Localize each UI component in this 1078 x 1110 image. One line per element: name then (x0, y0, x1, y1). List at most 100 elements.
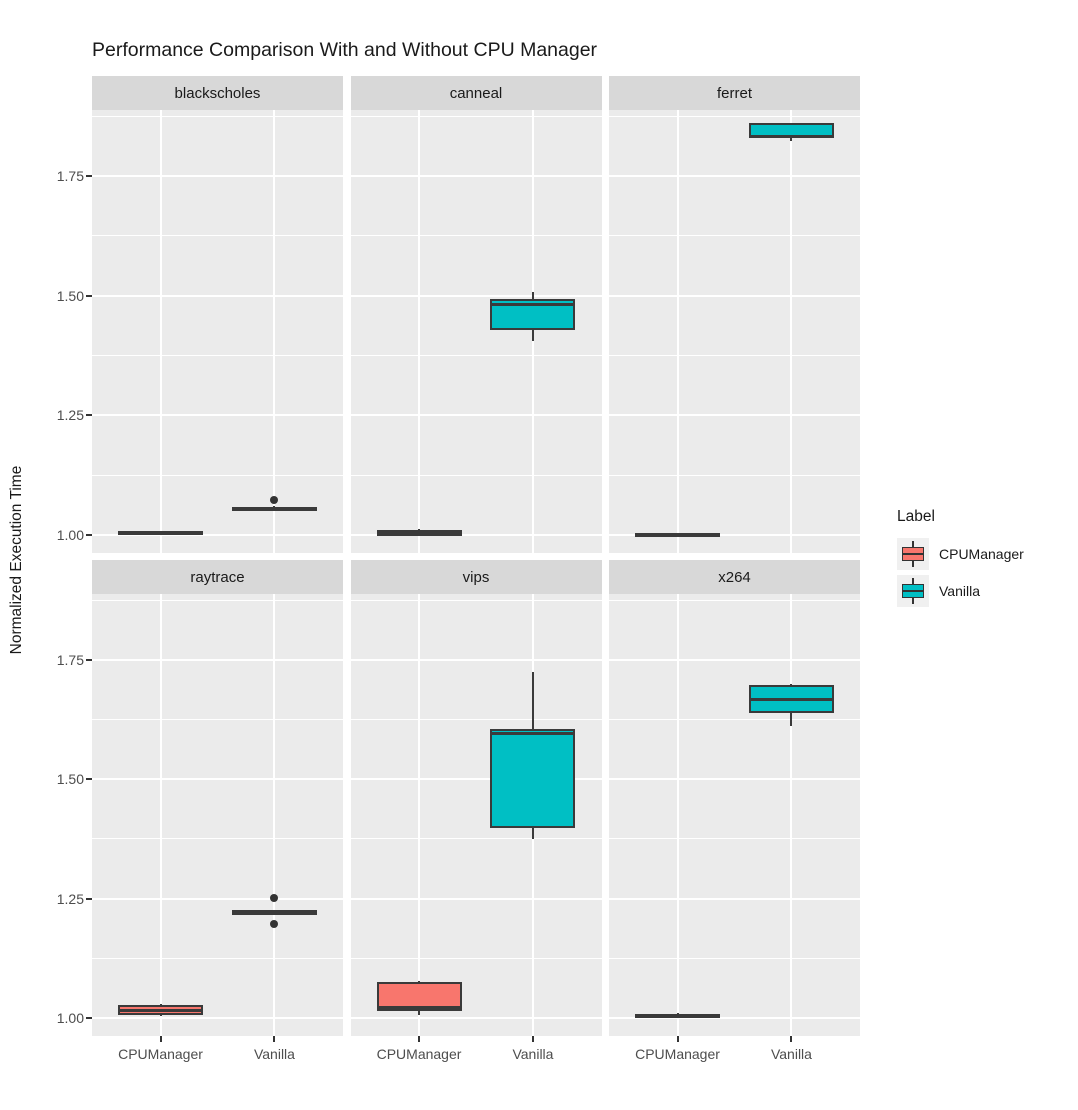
gridline-major-v (418, 594, 421, 1036)
boxplot-median (635, 1013, 721, 1017)
facet-panel-canneal (350, 110, 602, 553)
gridline-major-v (676, 594, 679, 1036)
gridline-minor-h (609, 957, 860, 959)
gridline-minor-h (350, 355, 602, 357)
boxplot-median (748, 134, 834, 138)
gridline-major-v (790, 110, 793, 553)
legend-key-boxplot-icon (897, 538, 929, 570)
gridline-major-h (92, 533, 343, 536)
outlier-point (270, 893, 279, 902)
gridline-minor-h (350, 474, 602, 476)
y-tick-label: 1.25 (56, 890, 84, 907)
gridline-minor-h (92, 719, 343, 721)
boxplot-median (118, 1009, 204, 1013)
outlier-point (270, 495, 279, 504)
x-tick-mark (790, 1036, 793, 1042)
x-tick-label: CPUManager (635, 1046, 720, 1062)
gridline-minor-h (92, 115, 343, 117)
facet-panel-ferret (609, 110, 860, 553)
gridline-major-h (609, 294, 860, 297)
boxplot-median (490, 731, 576, 735)
gridline-minor-h (609, 474, 860, 476)
boxplot-median (231, 910, 317, 914)
facet-panel-blackscholes (92, 110, 343, 553)
gridline-major-h (609, 414, 860, 417)
y-tick-mark (86, 778, 92, 781)
legend-label: CPUManager (939, 546, 1024, 562)
y-tick-mark (86, 897, 92, 900)
facet-strip-vips: vips (350, 560, 602, 594)
gridline-minor-h (92, 838, 343, 840)
facet-panel-raytrace (92, 594, 343, 1036)
gridline-minor-h (92, 355, 343, 357)
legend-entries: CPUManager Vanilla (897, 538, 1024, 607)
y-tick-label: 1.25 (56, 407, 84, 424)
y-axis-title: Normalized Execution Time (8, 465, 25, 655)
y-tick-label: 1.75 (56, 652, 84, 669)
gridline-major-h (609, 1016, 860, 1019)
gridline-minor-h (350, 599, 602, 601)
gridline-minor-h (92, 474, 343, 476)
gridline-major-v (790, 594, 793, 1036)
y-tick-mark (86, 659, 92, 662)
y-tick-label: 1.50 (56, 771, 84, 788)
gridline-major-v (273, 594, 276, 1036)
y-tick-label: 1.50 (56, 287, 84, 304)
gridline-major-h (92, 294, 343, 297)
gridline-minor-h (92, 235, 343, 237)
gridline-major-h (350, 175, 602, 178)
gridline-minor-h (609, 235, 860, 237)
x-tick-mark (676, 1036, 679, 1042)
facet-panel-x264 (609, 594, 860, 1036)
facet-strip-x264: x264 (609, 560, 860, 594)
gridline-major-h (92, 414, 343, 417)
y-tick-mark (86, 533, 92, 536)
legend-entry-vanilla: Vanilla (897, 575, 1024, 607)
x-tick-label: CPUManager (376, 1046, 462, 1062)
boxplot-median (490, 302, 576, 306)
gridline-minor-h (609, 719, 860, 721)
gridline-major-h (92, 897, 343, 900)
legend-key-boxplot-icon (897, 575, 929, 607)
boxplot-median (376, 1006, 462, 1010)
boxplot-box-CPUManager (376, 981, 462, 1011)
facet-strip-blackscholes: blackscholes (92, 76, 343, 110)
gridline-minor-h (609, 355, 860, 357)
gridline-major-v (418, 110, 421, 553)
gridline-major-h (350, 294, 602, 297)
legend-title: Label (897, 508, 935, 525)
y-tick-mark (86, 294, 92, 297)
gridline-minor-h (350, 838, 602, 840)
boxplot-median (118, 530, 204, 534)
boxplot-median (376, 532, 462, 536)
boxplot-box-Vanilla (490, 728, 576, 828)
gridline-major-h (609, 778, 860, 781)
gridline-major-h (609, 897, 860, 900)
legend-median-line (902, 590, 924, 592)
gridline-major-h (609, 175, 860, 178)
gridline-major-h (609, 659, 860, 662)
y-tick-label: 1.00 (56, 1009, 84, 1026)
facet-strip-raytrace: raytrace (92, 560, 343, 594)
gridline-minor-h (92, 957, 343, 959)
gridline-minor-h (609, 599, 860, 601)
y-tick-mark (86, 414, 92, 417)
boxplot-median (635, 532, 721, 536)
gridline-major-h (350, 897, 602, 900)
gridline-major-h (350, 778, 602, 781)
gridline-minor-h (609, 115, 860, 117)
x-tick-mark (159, 1036, 162, 1042)
gridline-minor-h (350, 719, 602, 721)
y-tick-mark (86, 1016, 92, 1019)
gridline-major-h (350, 533, 602, 536)
legend: Label CPUManager Vanilla (897, 508, 1024, 612)
gridline-minor-h (609, 838, 860, 840)
boxplot-median (231, 506, 317, 510)
facet-strip-ferret: ferret (609, 76, 860, 110)
y-tick-label: 1.75 (56, 168, 84, 185)
gridline-minor-h (350, 235, 602, 237)
gridline-minor-h (92, 599, 343, 601)
gridline-major-h (92, 1016, 343, 1019)
legend-label: Vanilla (939, 583, 980, 599)
